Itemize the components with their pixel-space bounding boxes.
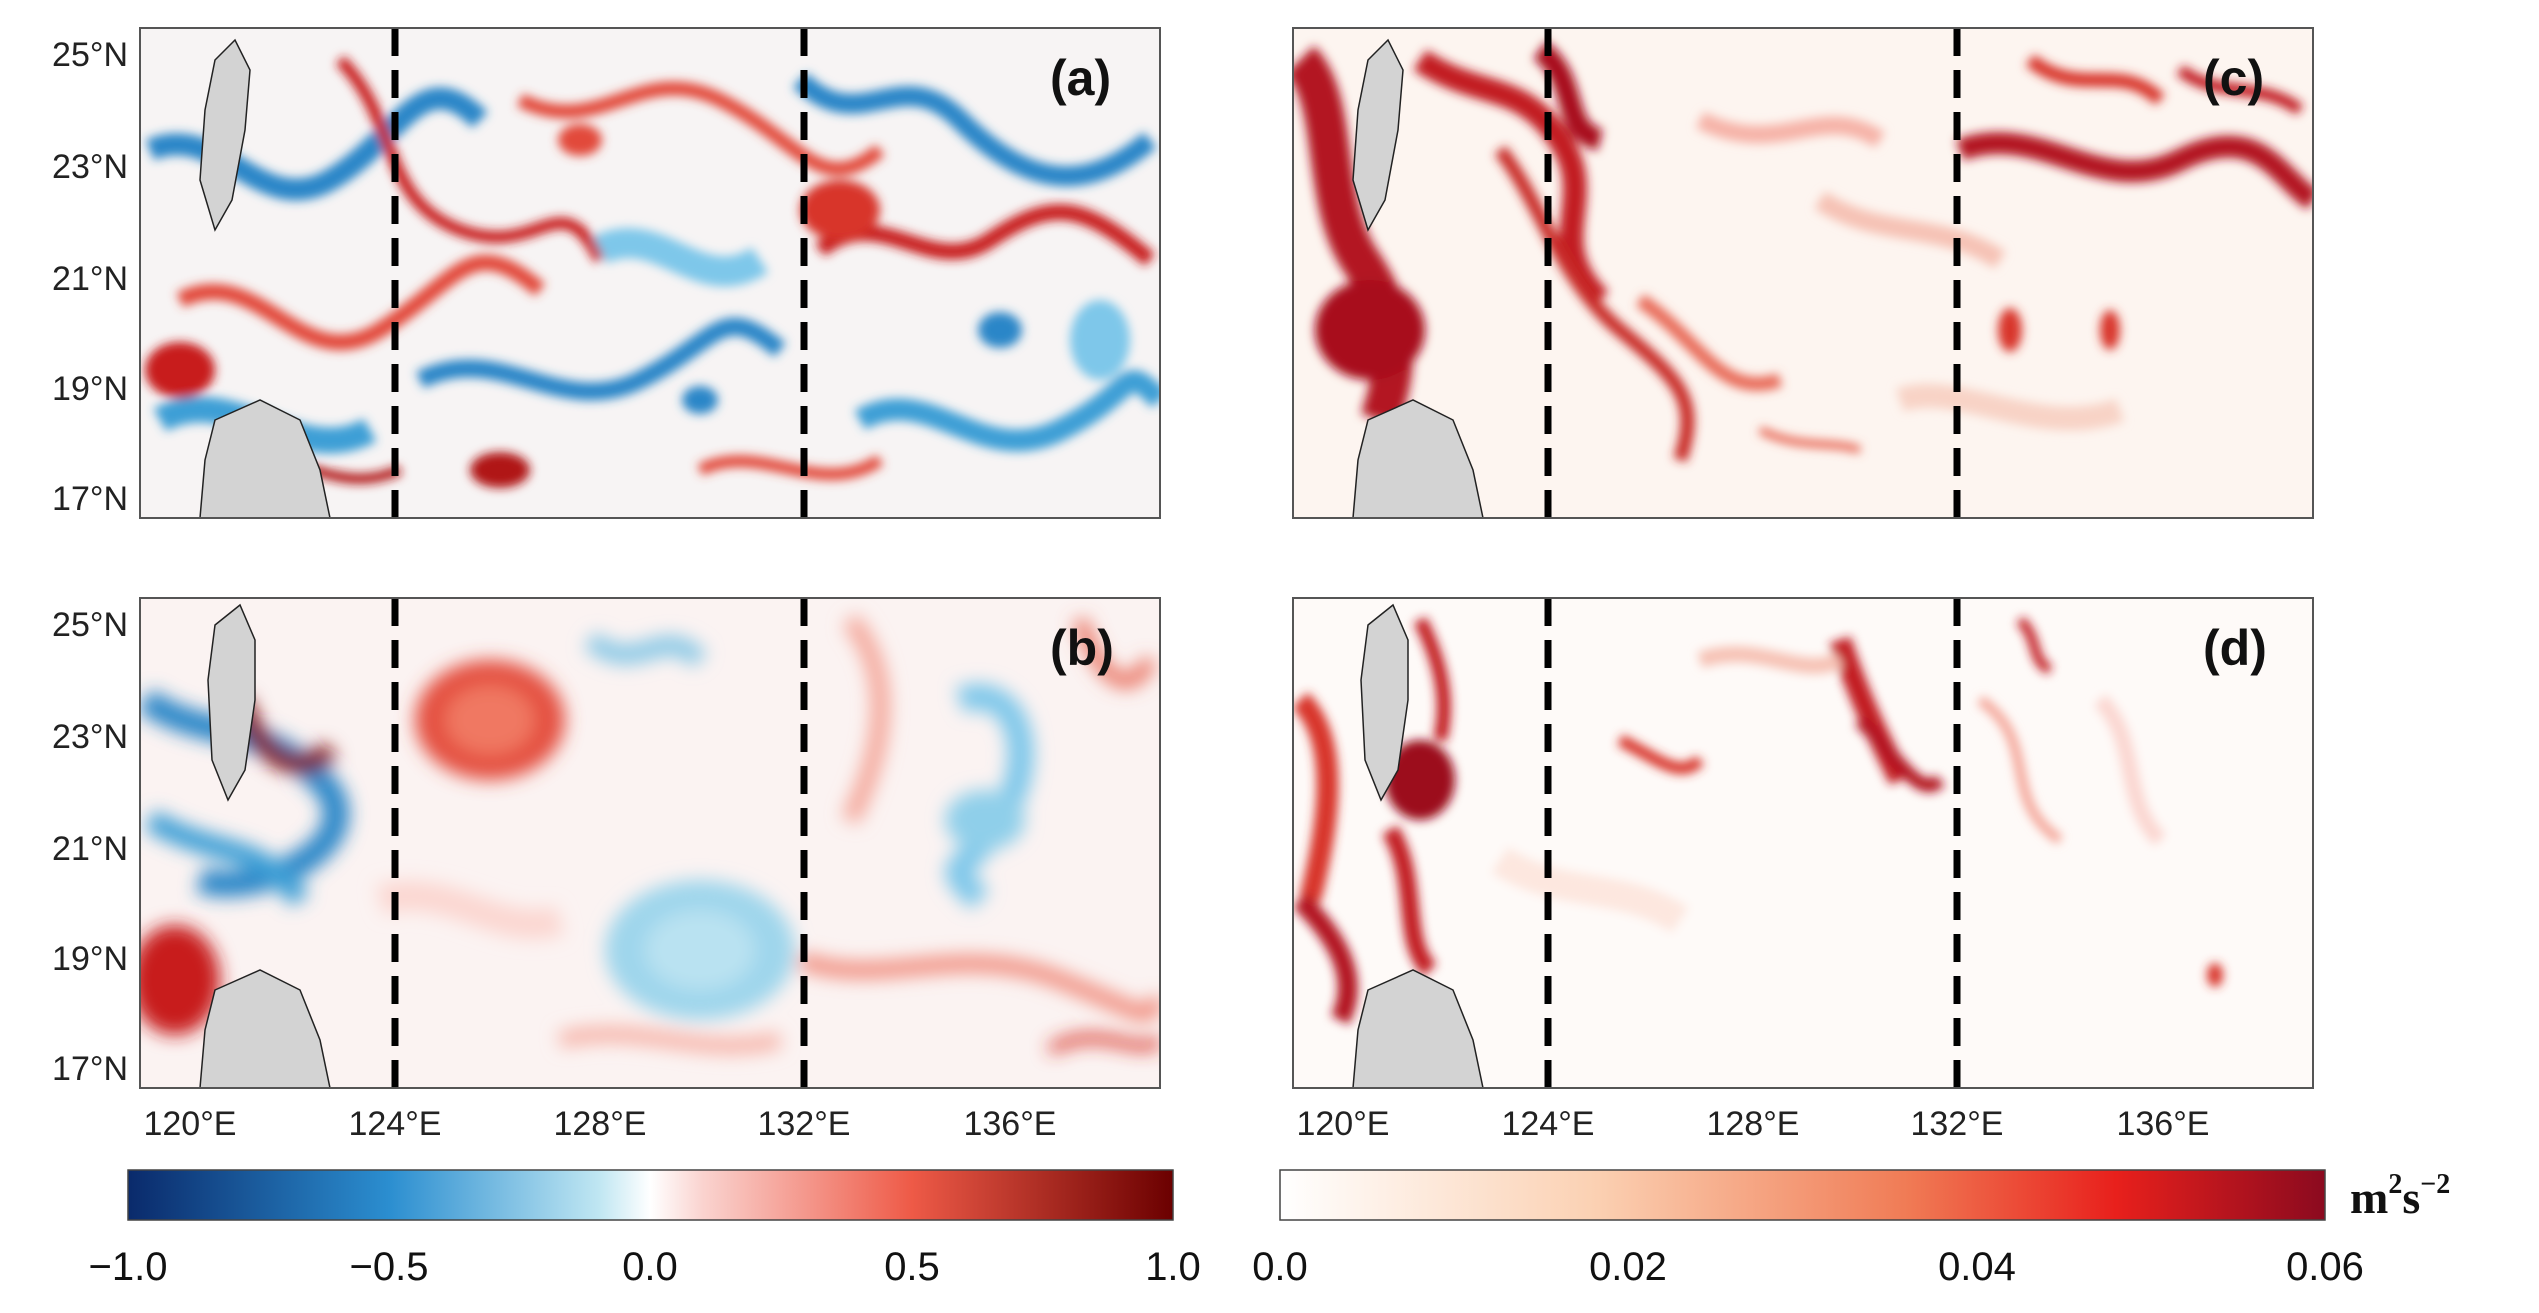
lat-tick: 19°N: [52, 370, 128, 408]
panel-a: (a): [139, 27, 1161, 519]
lat-tick: 23°N: [52, 148, 128, 186]
lon-tick: 132°E: [1910, 1105, 2003, 1143]
lon-axis-right: 120°E 124°E 128°E 132°E 136°E: [1296, 1105, 2209, 1143]
panel-c: (c): [1292, 27, 2314, 519]
lon-tick: 132°E: [757, 1105, 850, 1143]
lon-axis-left: 120°E 124°E 128°E 132°E 136°E: [143, 1105, 1056, 1143]
lat-tick: 25°N: [52, 36, 128, 74]
colorbar-tick: −1.0: [89, 1245, 168, 1289]
colorbar-left: −1.0 −0.5 0.0 0.5 1.0: [89, 1169, 1201, 1289]
lon-tick: 124°E: [1501, 1105, 1594, 1143]
panel-label-b: (b): [1050, 620, 1114, 676]
lon-tick: 128°E: [1706, 1105, 1799, 1143]
colorbar-tick: 0.0: [1252, 1245, 1308, 1289]
lon-tick: 136°E: [963, 1105, 1056, 1143]
panel-b-field: [140, 598, 1160, 1088]
lon-tick: 128°E: [553, 1105, 646, 1143]
panel-d-field: [1293, 598, 2313, 1088]
lat-tick: 19°N: [52, 940, 128, 978]
colorbar-tick: 0.02: [1589, 1245, 1667, 1289]
colorbar-tick: 0.04: [1938, 1245, 2016, 1289]
colorbar-unit: m2s−2: [2350, 1169, 2450, 1223]
panel-a-field: [140, 28, 1160, 518]
colorbar-tick: 0.5: [884, 1245, 940, 1289]
panel-label-d: (d): [2203, 620, 2267, 676]
lat-axis-top-right: 25°N 23°N 21°N 19°N 17°N: [52, 606, 128, 1088]
panel-b: (b): [139, 597, 1161, 1089]
lat-tick: 23°N: [52, 718, 128, 756]
panel-c-field: [1293, 28, 2313, 518]
panel-label-a: (a): [1050, 50, 1111, 106]
lat-tick: 21°N: [52, 260, 128, 298]
colorbar-tick: 1.0: [1145, 1245, 1201, 1289]
colorbar-right: 0.0 0.02 0.04 0.06 m2s−2: [1252, 1169, 2450, 1289]
lon-tick: 120°E: [143, 1105, 236, 1143]
colorbar-tick: −0.5: [350, 1245, 429, 1289]
panel-d: (d): [1292, 597, 2314, 1089]
lat-axis-top-left: 25°N 23°N 21°N 19°N 17°N: [52, 36, 128, 518]
lat-tick: 17°N: [52, 1050, 128, 1088]
panel-label-c: (c): [2203, 50, 2264, 106]
lat-tick: 17°N: [52, 480, 128, 518]
lat-tick: 21°N: [52, 830, 128, 868]
colorbar-left-gradient: [127, 1169, 1174, 1221]
colorbar-tick: 0.06: [2286, 1245, 2364, 1289]
lon-tick: 120°E: [1296, 1105, 1389, 1143]
colorbar-right-gradient: [1279, 1169, 2326, 1221]
lat-tick: 25°N: [52, 606, 128, 644]
lon-tick: 124°E: [348, 1105, 441, 1143]
colorbar-tick: 0.0: [622, 1245, 678, 1289]
lon-tick: 136°E: [2116, 1105, 2209, 1143]
